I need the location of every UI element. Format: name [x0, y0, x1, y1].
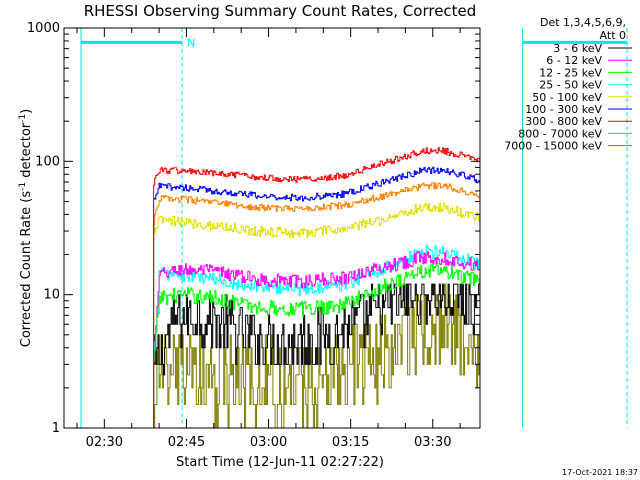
legend-label: 50 - 100 keV [532, 91, 602, 104]
series-line [153, 251, 480, 428]
series-line [153, 202, 480, 428]
y-label-part: detector [19, 122, 34, 182]
footer-timestamp: 17-Oct-2021 18:37 [562, 468, 638, 477]
legend-label: 300 - 800 keV [525, 115, 602, 128]
y-label-part: ) [19, 109, 34, 114]
x-tick-label: 03:30 [414, 435, 451, 450]
legend-label: 25 - 50 keV [539, 79, 602, 92]
series-line [153, 147, 480, 428]
x-axis: 02:30 02:45 03:00 03:15 03:30 [76, 28, 461, 450]
y-tick-label: 100 [35, 154, 60, 169]
annotations: N [187, 36, 195, 49]
y-axis-label: Corrected Count Rate (s-1 detector-1) [18, 109, 34, 347]
series-line [153, 166, 480, 428]
y-axis: 1 10 100 1000 [27, 21, 480, 436]
attenuator-markers [80, 28, 628, 428]
y-label-exp: -1 [18, 114, 28, 123]
x-tick-label: 03:00 [250, 435, 287, 450]
legend-label: 7000 - 15000 keV [504, 140, 602, 153]
legend-label: 100 - 300 keV [525, 103, 602, 116]
legend-label: 6 - 12 keV [546, 54, 602, 67]
chart-title: RHESSI Observing Summary Count Rates, Co… [84, 2, 477, 20]
legend-label: 12 - 25 keV [539, 66, 602, 79]
y-label-exp: -1 [18, 182, 28, 191]
x-tick-label: 02:45 [168, 435, 205, 450]
legend-label: 3 - 6 keV [553, 42, 602, 55]
series-line [153, 283, 480, 428]
series-line [153, 182, 480, 428]
legend-header: Att 0 [600, 29, 626, 42]
y-tick-label: 10 [43, 288, 60, 303]
plot-frame [63, 27, 481, 429]
series-line [153, 283, 480, 428]
y-tick-label: 1 [52, 421, 60, 436]
y-tick-label: 1000 [27, 21, 60, 36]
legend-header: Det 1,3,4,5,6,9, [540, 16, 626, 29]
y-label-part: Corrected Count Rate (s [19, 191, 34, 348]
annotation-label: N [187, 36, 195, 49]
x-axis-label: Start Time (12-Jun-11 02:27:22) [176, 455, 384, 470]
x-tick-label: 02:30 [86, 435, 123, 450]
series-group [153, 147, 480, 428]
x-tick-label: 03:15 [332, 435, 369, 450]
legend-label: 800 - 7000 keV [518, 127, 602, 140]
series-line [153, 263, 480, 428]
